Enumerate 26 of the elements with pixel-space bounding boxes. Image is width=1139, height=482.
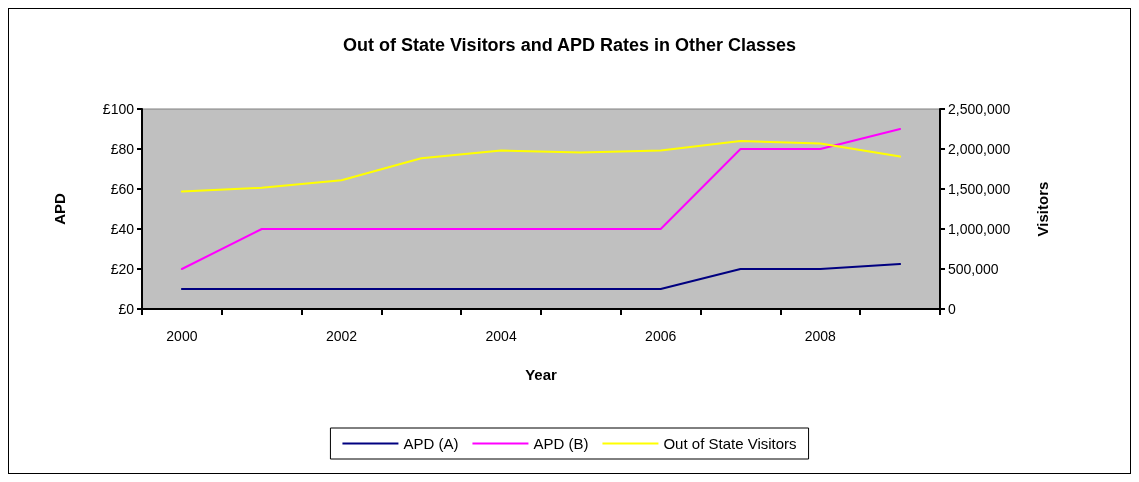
x-tick-label: 2008 xyxy=(804,328,837,344)
y2-tick-label: 2,000,000 xyxy=(948,141,1011,157)
y-tick-label: £0 xyxy=(118,301,135,317)
x-tick-label: 2004 xyxy=(485,328,517,344)
legend-label: APD (B) xyxy=(533,435,589,452)
y-axis-title: APD xyxy=(51,193,68,225)
y2-tick-label: 2,500,000 xyxy=(948,101,1011,117)
y2-tick-label: 0 xyxy=(948,301,956,317)
y2-axis-title: Visitors xyxy=(1034,181,1051,237)
x-axis-title: Year xyxy=(525,366,558,383)
y-tick-label: £20 xyxy=(110,261,135,277)
x-tick-label: 2002 xyxy=(325,328,358,344)
line-series xyxy=(180,140,902,193)
y2-tick-label: 1,500,000 xyxy=(948,181,1011,197)
y-tick-label: £100 xyxy=(102,101,135,117)
x-tick-label: 2000 xyxy=(166,328,198,344)
y-tick-label: £40 xyxy=(110,221,135,237)
legend-label: Out of State Visitors xyxy=(663,435,797,452)
x-tick-label: 2006 xyxy=(645,328,677,344)
y2-tick-label: 1,000,000 xyxy=(948,221,1011,237)
legend-label: APD (A) xyxy=(403,435,459,452)
y-tick-label: £60 xyxy=(110,181,135,197)
chart-title: Out of State Visitors and APD Rates in Other Classes xyxy=(342,35,797,55)
line-series xyxy=(180,128,902,270)
y2-tick-label: 500,000 xyxy=(948,261,999,277)
y-tick-label: £80 xyxy=(110,141,135,157)
